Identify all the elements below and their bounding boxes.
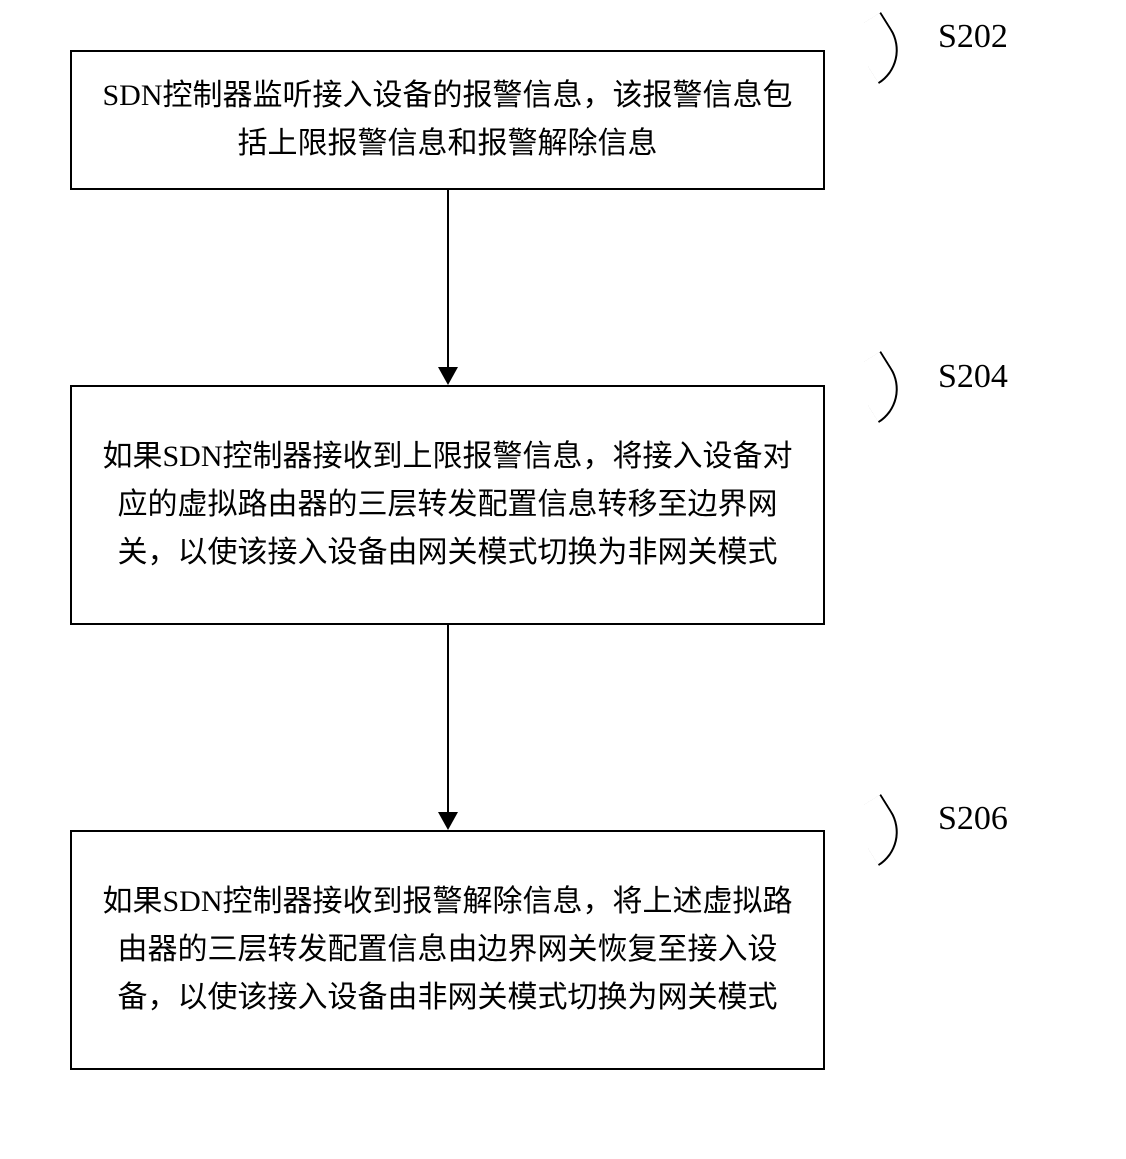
arrow-head-s202-s204 — [438, 367, 458, 385]
step-text-s204: 如果SDN控制器接收到上限报警信息，将接入设备对应的虚拟路由器的三层转发配置信息… — [102, 433, 793, 577]
label-curve-s204 — [847, 351, 913, 423]
step-label-s206: S206 — [938, 800, 1008, 838]
step-label-s204: S204 — [938, 358, 1008, 396]
step-box-s206: 如果SDN控制器接收到报警解除信息，将上述虚拟路由器的三层转发配置信息由边界网关… — [70, 830, 825, 1070]
step-text-s202: SDN控制器监听接入设备的报警信息，该报警信息包括上限报警信息和报警解除信息 — [102, 72, 793, 168]
step-box-s204: 如果SDN控制器接收到上限报警信息，将接入设备对应的虚拟路由器的三层转发配置信息… — [70, 385, 825, 625]
step-label-s202: S202 — [938, 18, 1008, 56]
step-box-s202: SDN控制器监听接入设备的报警信息，该报警信息包括上限报警信息和报警解除信息 — [70, 50, 825, 190]
step-text-s206: 如果SDN控制器接收到报警解除信息，将上述虚拟路由器的三层转发配置信息由边界网关… — [102, 878, 793, 1022]
flowchart-container: SDN控制器监听接入设备的报警信息，该报警信息包括上限报警信息和报警解除信息 S… — [0, 0, 1126, 1159]
connector-s202-s204 — [447, 190, 449, 367]
connector-s204-s206 — [447, 625, 449, 812]
arrow-head-s204-s206 — [438, 812, 458, 830]
label-curve-s202 — [847, 12, 913, 84]
label-curve-s206 — [847, 794, 913, 866]
